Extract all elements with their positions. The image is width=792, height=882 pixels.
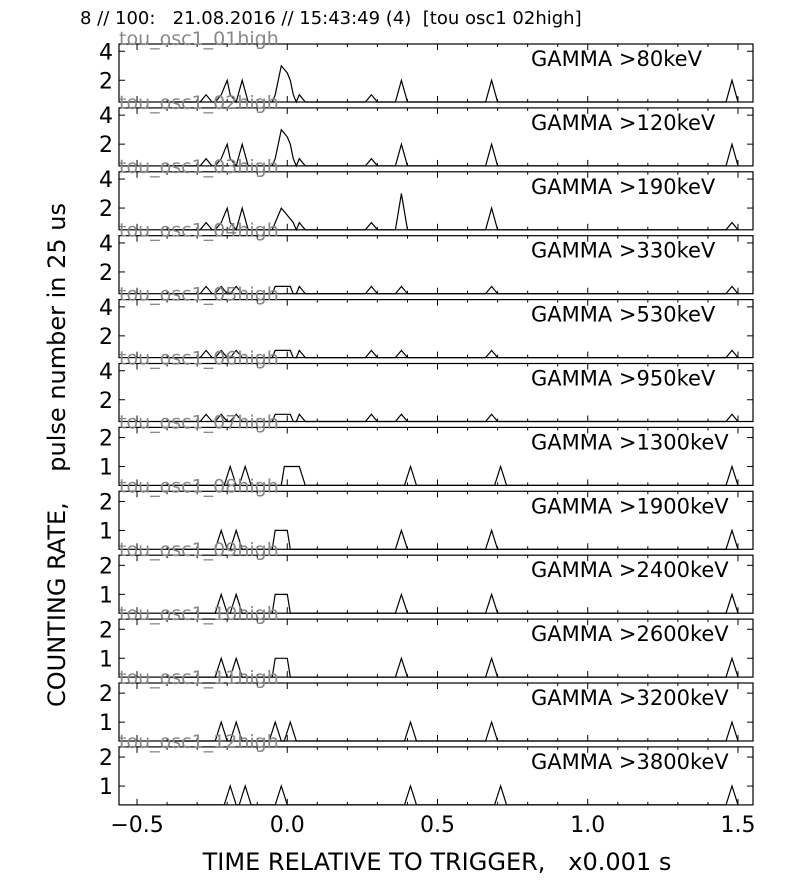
panel-overlay-label: tou_osc1_07high: [119, 411, 279, 433]
series-line: [167, 193, 739, 232]
y-tick-label: 2: [99, 261, 113, 286]
panel-overlay-label: tou_osc1_05high: [119, 284, 279, 306]
series-line: [167, 285, 739, 295]
y-tick-label: 2: [99, 133, 113, 158]
panel-overlay-label: tou_osc1_08high: [119, 475, 279, 497]
y-tick-label: 1: [99, 519, 113, 544]
y-tick-label: 4: [99, 40, 113, 65]
panel-overlay-label: tou_osc1_09high: [119, 539, 279, 561]
y-tick-label: 1: [99, 583, 113, 608]
panel-series-name: GAMMA >120keV: [531, 111, 716, 135]
y-tick-label: 2: [99, 197, 113, 222]
panel-series-name: GAMMA >3800keV: [531, 750, 729, 774]
panel-overlay-label: tou_osc1_11high: [119, 667, 279, 689]
y-tick-label: 2: [99, 618, 113, 643]
series-line: [167, 528, 739, 550]
panel-overlay-label: tou_osc1_02high: [119, 92, 279, 114]
panel-series-name: GAMMA >1300keV: [531, 430, 729, 454]
x-axis-label: TIME RELATIVE TO TRIGGER, x0.001 s: [202, 848, 672, 876]
y-tick-label: 2: [99, 389, 113, 414]
series-line: [167, 720, 739, 742]
series-line: [167, 784, 739, 806]
y-tick-label: 2: [99, 490, 113, 515]
panel-series-name: GAMMA >2400keV: [531, 558, 729, 582]
panel-overlay-label: tou_osc1_12high: [119, 731, 279, 753]
y-tick-label: 4: [99, 104, 113, 129]
series-line: [167, 592, 739, 614]
panel-series-name: GAMMA >530keV: [531, 303, 716, 327]
y-tick-label: 4: [99, 360, 113, 385]
y-tick-label: 2: [99, 427, 113, 452]
x-tick-label: 0.0: [270, 813, 305, 838]
y-tick-label: 4: [99, 232, 113, 257]
y-tick-label: 2: [99, 682, 113, 707]
x-tick-label: 0.5: [420, 813, 455, 838]
panel-series-name: GAMMA >950keV: [531, 367, 716, 391]
y-tick-label: 4: [99, 168, 113, 193]
y-tick-label: 2: [99, 746, 113, 771]
chart-title: 8 // 100: 21.08.2016 // 15:43:49 (4) [to…: [80, 8, 582, 29]
series-line: [167, 128, 739, 168]
y-tick-label: 1: [99, 711, 113, 736]
y-tick-label: 1: [99, 775, 113, 800]
y-tick-label: 2: [99, 554, 113, 579]
series-line: [167, 64, 739, 104]
panel-overlay-label: tou_osc1_06high: [119, 348, 279, 370]
series-line: [167, 464, 739, 486]
panel-series-name: GAMMA >330keV: [531, 239, 716, 263]
panel-overlay-label: tou_osc1_10high: [119, 603, 279, 625]
x-tick-label: −0.5: [110, 813, 163, 838]
y-tick-label: 1: [99, 647, 113, 672]
y-tick-label: 2: [99, 325, 113, 350]
y-tick-label: 4: [99, 296, 113, 321]
panel-series-name: GAMMA >1900keV: [531, 494, 729, 518]
series-line: [167, 656, 739, 678]
panel-series-name: GAMMA >3200keV: [531, 686, 729, 710]
panel-series-name: GAMMA >190keV: [531, 175, 716, 199]
y-tick-label: 2: [99, 69, 113, 94]
series-line: [167, 349, 739, 359]
panel-series-name: GAMMA >80keV: [531, 47, 703, 71]
panel-series-name: GAMMA >2600keV: [531, 622, 729, 646]
panel-overlay-label: tou_osc1_03high: [119, 156, 279, 178]
x-tick-label: 1.5: [720, 813, 755, 838]
x-tick-label: 1.0: [570, 813, 605, 838]
panel-overlay-label: tou_osc1_01high: [119, 28, 279, 50]
series-line: [167, 413, 739, 423]
panel-overlay-label: tou_osc1_04high: [119, 220, 279, 242]
y-tick-label: 1: [99, 456, 113, 481]
